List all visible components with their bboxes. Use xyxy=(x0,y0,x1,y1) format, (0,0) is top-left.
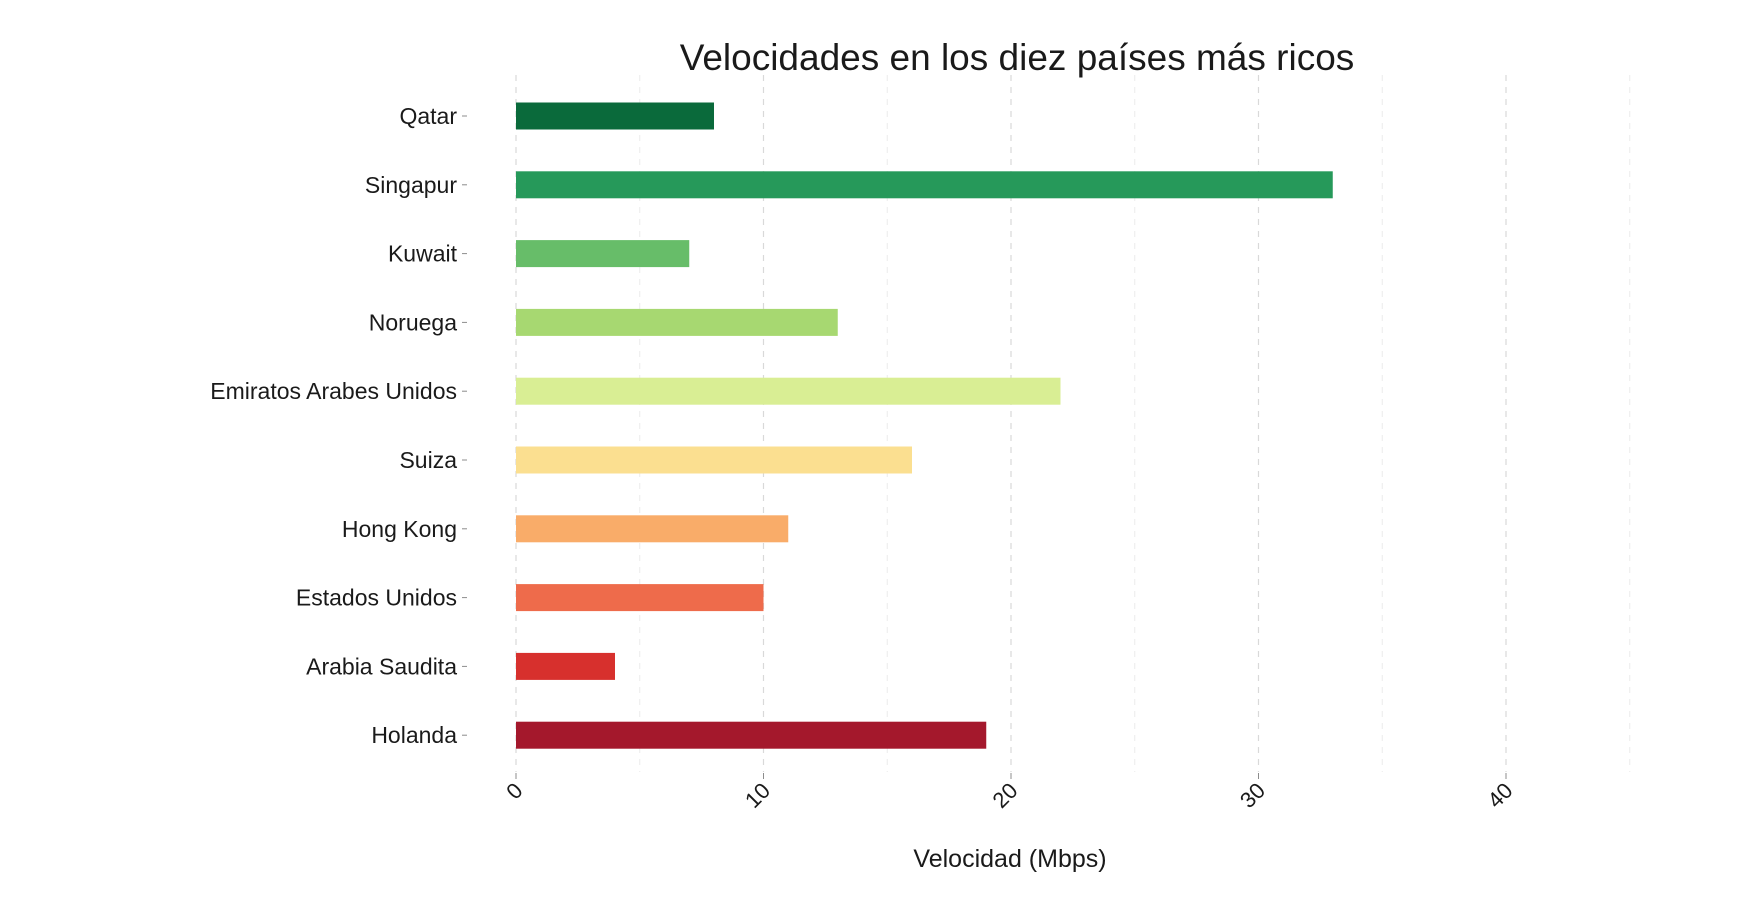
category-label: Arabia Saudita xyxy=(306,653,457,679)
category-label: Estados Unidos xyxy=(296,585,457,611)
category-label: Hong Kong xyxy=(342,516,457,542)
bar xyxy=(516,652,615,680)
bar xyxy=(516,102,714,130)
bar xyxy=(516,721,987,749)
bar xyxy=(516,377,1061,405)
category-label: Emiratos Arabes Unidos xyxy=(210,378,457,404)
bar xyxy=(516,308,838,336)
bars xyxy=(516,102,1333,749)
category-label: Qatar xyxy=(399,103,457,129)
bar xyxy=(516,584,764,612)
grid xyxy=(515,75,1631,772)
bar xyxy=(516,171,1333,199)
category-label: Kuwait xyxy=(388,241,458,267)
category-labels: Qatar Singapur Kuwait Noruega Emiratos Arabe… xyxy=(210,103,467,748)
bar xyxy=(516,515,789,543)
category-label: Singapur xyxy=(365,172,457,198)
category-label: Noruega xyxy=(369,309,457,335)
x-tick-label: 20 xyxy=(988,778,1023,813)
x-tick-label: 40 xyxy=(1483,778,1518,813)
chart-title: Velocidades en los diez países más ricos xyxy=(680,37,1355,78)
x-tick-label: 10 xyxy=(740,778,775,813)
x-axis-title: Velocidad (Mbps) xyxy=(913,845,1106,873)
bar xyxy=(516,446,912,474)
x-tick-label: 30 xyxy=(1235,778,1270,813)
bar xyxy=(516,240,690,268)
x-axis-ticks: 0 10 20 30 40 xyxy=(501,773,1518,813)
category-label: Suiza xyxy=(399,447,457,473)
x-tick-label: 0 xyxy=(501,778,527,804)
category-label: Holanda xyxy=(371,722,457,748)
